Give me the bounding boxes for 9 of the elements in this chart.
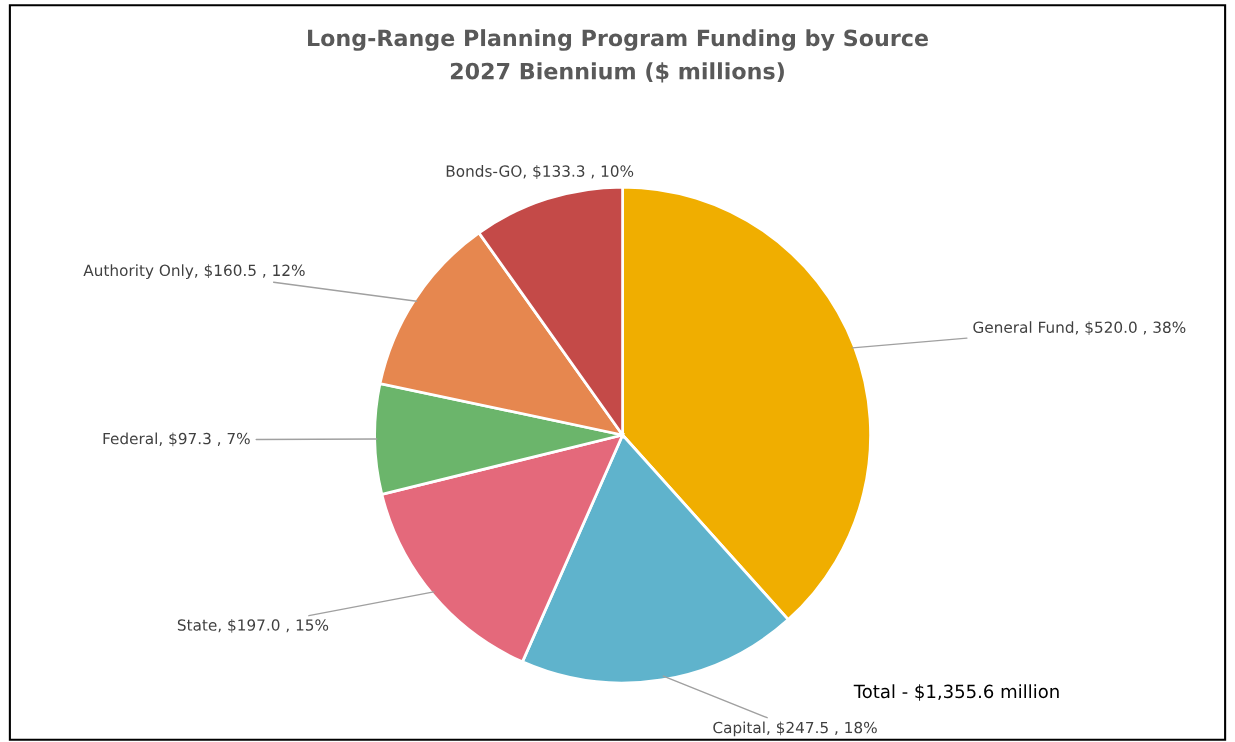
slice-label: State, $197.0 , 15% [177, 618, 329, 633]
chart-title: Long-Range Planning Program Funding by Source [308, 29, 928, 51]
text: Total - $1,355.6 million [853, 684, 1059, 701]
slice-label: Federal, $97.3 , 7% [103, 432, 250, 447]
slice-label: General Fund, $520.0 , 38% [973, 321, 1186, 336]
slice-label: Authority Only, $160.5 , 12% [83, 264, 305, 280]
slice-label: Capital, $247.5 , 18% [713, 721, 877, 737]
slice-label: Bonds-GO, $133.3 , 10% [446, 165, 634, 179]
chart-subtitle: 2027 Biennium ($ millions) [450, 62, 784, 83]
